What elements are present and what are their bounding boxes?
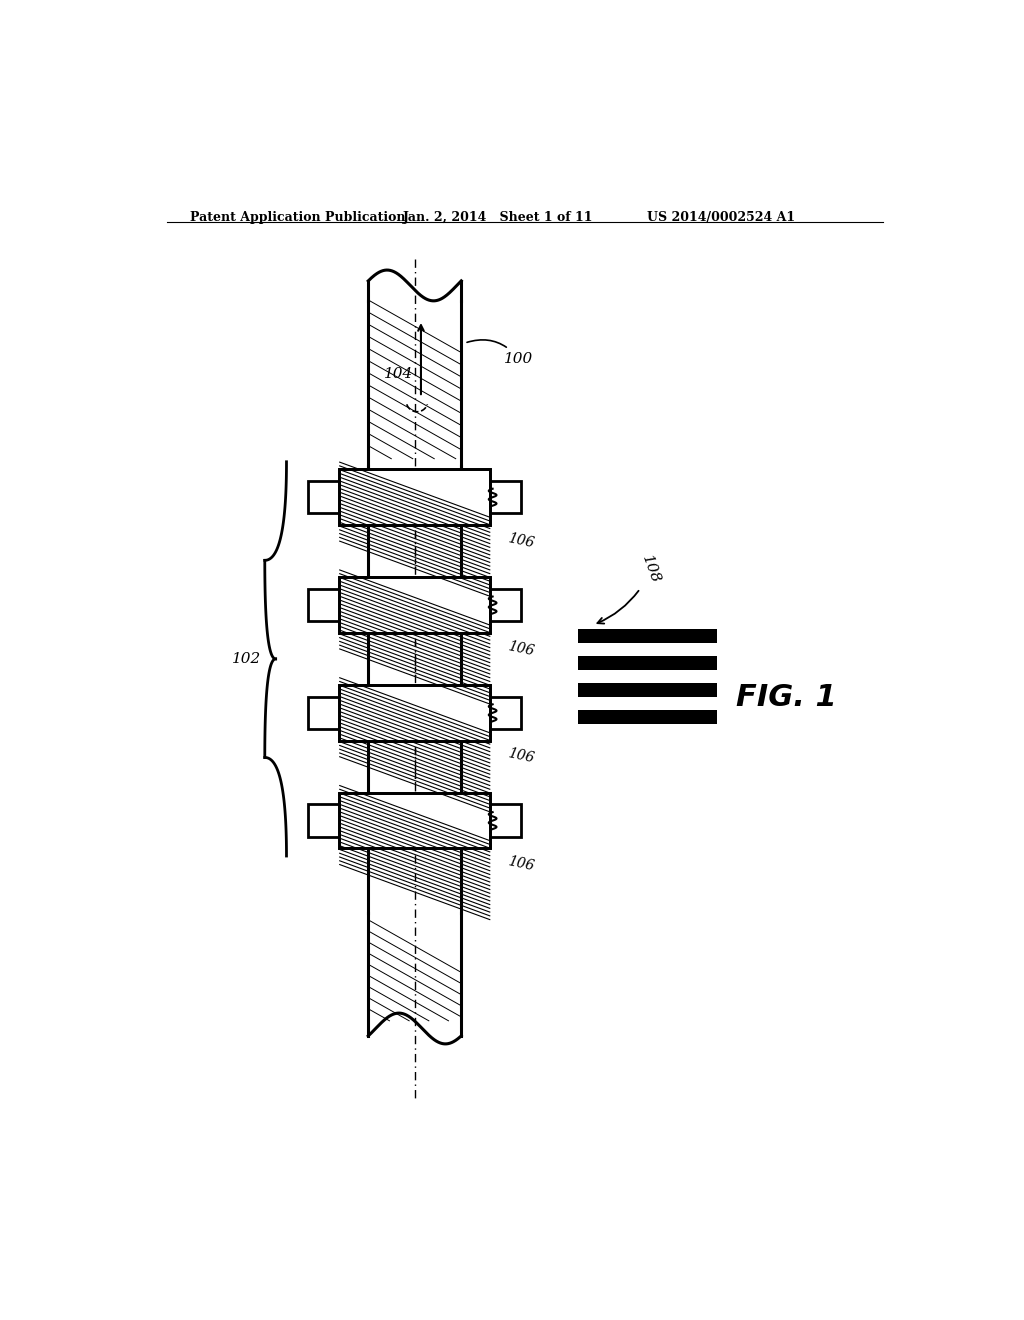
Bar — [339, 577, 490, 632]
Bar — [339, 577, 490, 632]
Text: 108: 108 — [597, 553, 663, 623]
Bar — [308, 589, 339, 622]
Bar — [490, 589, 521, 622]
Bar — [339, 685, 490, 741]
Text: Jan. 2, 2014   Sheet 1 of 11: Jan. 2, 2014 Sheet 1 of 11 — [403, 211, 594, 224]
Bar — [308, 480, 339, 513]
Bar — [339, 685, 490, 741]
Text: 106: 106 — [507, 531, 536, 550]
Bar — [339, 793, 490, 849]
Bar — [339, 793, 490, 849]
Bar — [578, 682, 717, 697]
Bar — [339, 470, 490, 525]
Bar — [339, 470, 490, 525]
Text: 106: 106 — [507, 747, 536, 766]
Bar — [308, 697, 339, 729]
Bar — [308, 804, 339, 837]
Text: 102: 102 — [231, 652, 261, 665]
Text: FIG. 1: FIG. 1 — [736, 682, 838, 711]
Bar — [578, 656, 717, 669]
Text: 100: 100 — [467, 339, 534, 366]
Text: US 2014/0002524 A1: US 2014/0002524 A1 — [647, 211, 796, 224]
Text: 104: 104 — [384, 367, 413, 381]
Text: 106: 106 — [507, 854, 536, 874]
Bar — [578, 710, 717, 723]
Bar — [578, 628, 717, 643]
Bar — [490, 697, 521, 729]
Text: Patent Application Publication: Patent Application Publication — [190, 211, 406, 224]
Bar — [490, 480, 521, 513]
Bar — [490, 804, 521, 837]
Text: 106: 106 — [507, 639, 536, 659]
